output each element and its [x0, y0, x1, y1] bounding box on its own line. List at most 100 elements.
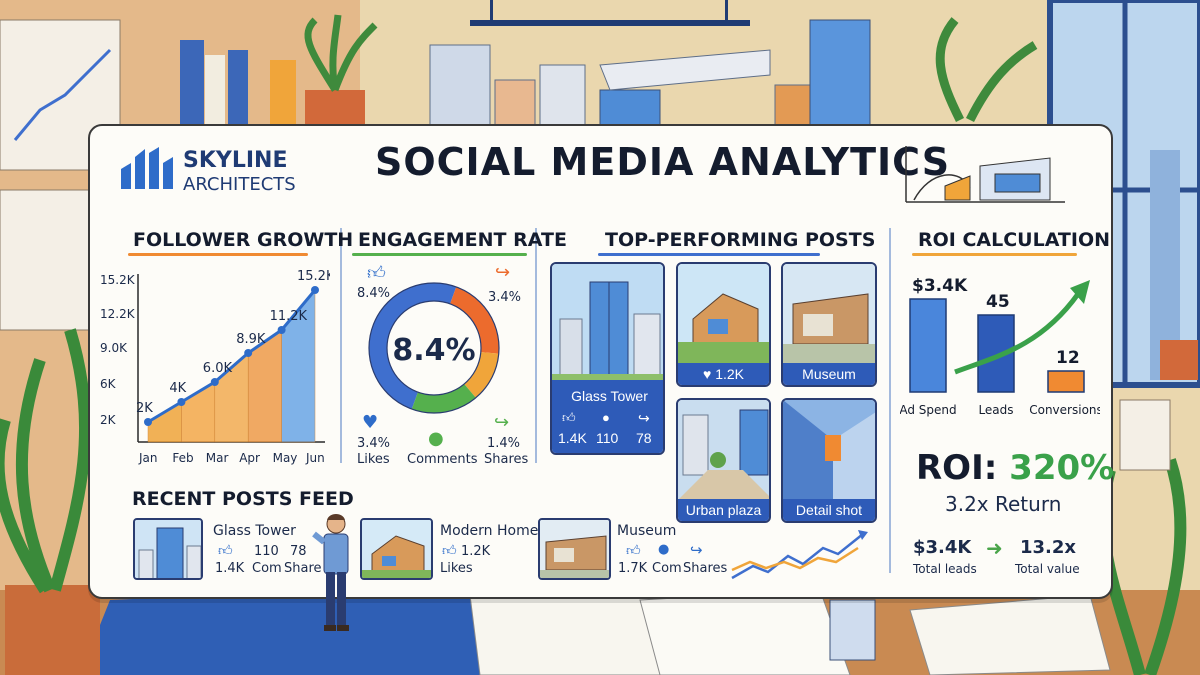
feed-item-title: Museum — [617, 523, 677, 539]
donut-outline — [368, 282, 500, 414]
glass-tower-image — [552, 264, 663, 384]
engagement-title: ENGAGEMENT RATE — [358, 229, 567, 251]
top-post-card-modern-home[interactable]: ♥ 1.2K — [676, 262, 771, 387]
share-arrow-icon: ↪ — [495, 262, 511, 283]
feed-item-shares-label: Shares — [683, 561, 728, 576]
follower-growth-chart: 2K 6K 9.0K 12.2K 15.2K 2K 4K 6.0K8.9K 11.2K 15.2K… — [100, 269, 330, 465]
title-underline — [912, 253, 1077, 256]
share-icon: ↪ — [638, 410, 650, 426]
card-likes: 1.2K — [715, 366, 744, 382]
data-point — [210, 378, 219, 386]
section-divider — [340, 228, 342, 463]
feed-item-likes-label: Likes — [440, 561, 473, 576]
thumbs-up-icon: 👍︎ — [442, 543, 457, 559]
glass-tower-image — [135, 520, 201, 578]
y-tick-label: 9.0K — [100, 341, 128, 355]
card-shares: 78 — [636, 430, 652, 446]
title-underline — [598, 253, 820, 256]
total-leads-value: $3.4K — [913, 537, 972, 558]
thumbs-up-icon: 👍︎ — [562, 410, 576, 425]
roi-title: ROI CALCULATION — [918, 229, 1111, 251]
brand-subtitle: ARCHITECTS — [183, 174, 296, 195]
title-underline — [352, 253, 527, 256]
heart-icon: ♥ — [702, 366, 716, 382]
growth-arrowhead — [1070, 280, 1090, 304]
bar — [1047, 370, 1085, 393]
roi-return: 3.2x Return — [945, 492, 1062, 516]
data-label: 15.2K — [297, 269, 330, 284]
share-icon: ↪ — [494, 412, 510, 433]
feed-item-likes: 1.7K — [618, 561, 648, 576]
trend-lines-decoration — [731, 530, 868, 580]
data-label: 11.2K — [270, 309, 308, 324]
section-divider — [889, 228, 891, 573]
feed-thumb-glass-tower[interactable] — [133, 518, 203, 580]
top-post-card-detail-shot[interactable]: Detail shot — [781, 398, 877, 523]
comments-label: Comments — [407, 452, 478, 467]
page-title: SOCIAL MEDIA ANALYTICS — [375, 140, 951, 184]
likes-percent: 3.4% — [357, 436, 391, 451]
likes-label: Likes — [357, 452, 390, 467]
x-tick-label: Apr — [239, 451, 260, 465]
recent-feed-title: RECENT POSTS FEED — [132, 488, 354, 510]
bar-value-label: 12 — [1056, 348, 1080, 368]
likes-percent-top: 8.4% — [357, 286, 391, 301]
top-post-card-glass-tower[interactable]: Glass Tower 👍︎ ● ↪ 1.4K 110 78 — [550, 262, 665, 455]
feed-thumb-museum[interactable] — [538, 518, 611, 580]
card-caption: ♥ 1.2K — [678, 363, 769, 385]
modern-home-image — [678, 264, 769, 364]
heart-icon: ♥ — [362, 412, 379, 433]
donut-segment — [463, 351, 499, 398]
data-point — [277, 326, 286, 334]
y-tick-label: 12.2K — [100, 307, 136, 321]
x-tick-label: Jun — [305, 451, 325, 465]
card-comments: 110 — [596, 430, 619, 446]
feed-item-comments-label: Com — [652, 561, 682, 576]
top-post-card-museum[interactable]: Museum — [781, 262, 877, 387]
data-point — [311, 286, 319, 294]
shares-percent-top: 3.4% — [488, 290, 522, 305]
donut-segment — [449, 286, 499, 354]
growth-line — [147, 289, 317, 424]
feed-item-title: Glass Tower — [213, 523, 296, 539]
x-tick-label: May — [273, 451, 298, 465]
data-point — [177, 398, 186, 406]
card-caption: Glass Tower — [571, 388, 648, 404]
title-underline — [128, 253, 308, 256]
data-point — [244, 349, 253, 357]
thumbs-up-icon: 👍︎ — [626, 543, 641, 559]
y-tick-label: 15.2K — [100, 273, 136, 287]
shares-label: Shares — [484, 452, 529, 467]
card-caption: Museum — [783, 363, 875, 385]
top-posts-title: TOP-PERFORMING POSTS — [605, 229, 876, 251]
shares-percent: 1.4% — [487, 436, 521, 451]
follower-growth-title: FOLLOWER GROWTH — [133, 229, 354, 251]
comment-icon: ● — [428, 428, 444, 449]
data-point — [144, 418, 152, 426]
museum-image — [783, 264, 875, 364]
engagement-donut-chart — [368, 282, 500, 414]
engagement-center-value: 8.4% — [392, 333, 476, 368]
feed-thumb-modern-home[interactable] — [360, 518, 433, 580]
architect-figure-illustration — [312, 514, 349, 631]
top-post-card-urban-plaza[interactable]: Urban plaza — [676, 398, 771, 523]
y-tick-label: 2K — [100, 413, 117, 427]
modern-home-image — [362, 520, 431, 578]
data-label: 8.9K — [236, 332, 266, 347]
bar-category-label: Conversions — [1029, 403, 1100, 417]
feed-item-comments-label: Com — [252, 561, 282, 576]
bar-category-label: Ad Spend — [900, 403, 957, 417]
feed-item-likes: 1.2K — [461, 544, 491, 559]
card-caption: Detail shot — [783, 499, 875, 521]
donut-inner-outline — [386, 300, 482, 396]
comment-icon: ● — [658, 542, 670, 557]
data-label: 4K — [169, 381, 186, 396]
data-label: 6.0K — [203, 361, 233, 376]
feed-item-shares: 78 — [290, 544, 307, 559]
total-value-value: 13.2x — [1020, 537, 1077, 558]
feed-item-likes: 1.4K — [215, 561, 245, 576]
bar-value-label: $3.4K — [912, 276, 968, 296]
feed-item-title: Modern Home — [440, 523, 539, 539]
x-tick-label: Mar — [206, 451, 229, 465]
